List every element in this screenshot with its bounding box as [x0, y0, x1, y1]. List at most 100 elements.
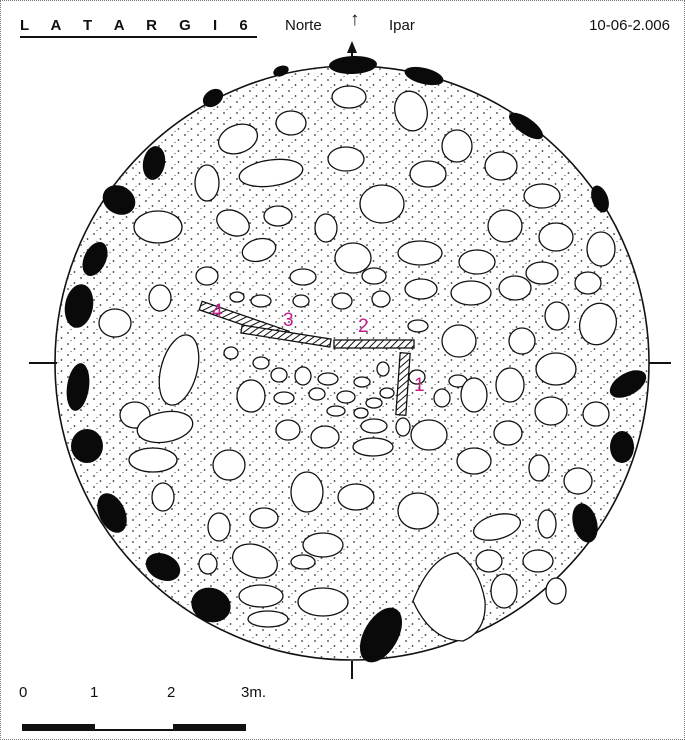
stone: [361, 267, 387, 285]
stone: [326, 405, 346, 417]
stone: [314, 213, 338, 243]
north-tick-arrow-icon: [347, 41, 357, 53]
ring-stone: [97, 493, 127, 533]
stone: [538, 222, 574, 252]
stone: [409, 160, 447, 188]
slab-3: [240, 324, 332, 348]
stone: [365, 397, 383, 409]
stone: [450, 280, 492, 306]
stone: [317, 372, 339, 386]
stone: [353, 407, 369, 419]
stone: [158, 334, 200, 406]
slab-2: [333, 339, 415, 349]
stone: [528, 454, 550, 482]
stone: [194, 164, 220, 202]
stone: [534, 396, 568, 426]
stone: [252, 356, 270, 370]
ring-stone: [102, 185, 136, 215]
stone: [394, 90, 428, 132]
stone: [198, 553, 218, 575]
stone: [331, 292, 353, 310]
stone: [441, 324, 477, 358]
ring-stone: [609, 370, 647, 398]
stone: [310, 425, 340, 449]
stone: [544, 301, 570, 331]
ring-stone: [273, 65, 289, 77]
stone: [376, 361, 390, 377]
stone: [249, 507, 279, 529]
stone: [290, 471, 324, 513]
cairn-stones: [98, 85, 618, 642]
stone: [207, 512, 231, 542]
stone: [525, 261, 559, 285]
stone: [238, 158, 304, 188]
stone-number-2: 2: [358, 316, 369, 337]
stone: [273, 391, 295, 405]
stone: [151, 482, 175, 512]
stone: [522, 549, 554, 573]
ring-stone: [359, 607, 403, 663]
stone: [498, 275, 532, 301]
stone: [578, 302, 618, 346]
ring-stone: [64, 284, 94, 328]
stone: [327, 146, 365, 172]
stone: [371, 290, 391, 308]
stone: [441, 129, 473, 163]
stone: [337, 483, 375, 511]
stone: [250, 294, 272, 308]
cist-slabs: [198, 300, 415, 416]
scale-label-0: 0: [19, 684, 28, 701]
scale-label-3m: 3m.: [241, 684, 267, 701]
stone: [136, 410, 194, 444]
ring-stone: [191, 587, 231, 623]
stone: [359, 184, 405, 224]
scale-segment-3: [173, 724, 246, 731]
stone: [263, 205, 293, 227]
stone: [289, 268, 317, 286]
north-arrow-icon: ↑: [350, 9, 360, 30]
stone: [412, 552, 486, 642]
stone: [292, 294, 310, 308]
stone: [472, 513, 522, 541]
stone: [582, 401, 610, 427]
north-label: Norte: [285, 17, 322, 34]
ipar-label: Ipar: [389, 17, 415, 34]
peristalith-ring: [64, 55, 647, 663]
stone: [334, 242, 372, 274]
stone: [308, 387, 326, 401]
stone: [456, 447, 492, 475]
scale-segment-2: [95, 724, 173, 731]
ring-stone: [404, 66, 444, 86]
stone: [395, 417, 411, 437]
stone: [98, 308, 132, 338]
ring-stone: [66, 363, 90, 411]
stone: [336, 390, 356, 404]
slab-1: [395, 352, 411, 416]
stone: [508, 327, 536, 355]
stone: [410, 419, 448, 451]
stone: [495, 367, 525, 403]
stone: [493, 420, 523, 446]
stone: [574, 271, 602, 295]
stone: [238, 584, 284, 608]
stone: [195, 266, 219, 286]
ring-stone: [142, 146, 166, 180]
stone: [294, 366, 312, 386]
stone: [353, 376, 371, 388]
stone: [275, 419, 301, 441]
stone: [537, 509, 557, 539]
date-label: 10-06-2.006: [589, 17, 670, 34]
scale-label-1: 1: [90, 684, 99, 701]
stone: [236, 379, 266, 413]
stone: [379, 387, 395, 399]
ring-stone: [329, 55, 377, 75]
stone: [290, 554, 316, 570]
ring-stone: [145, 552, 181, 582]
scale-segment-1: [22, 724, 95, 731]
stone: [232, 543, 278, 579]
stone-number-4: 4: [212, 301, 223, 322]
stone: [475, 549, 503, 573]
stone: [270, 367, 288, 383]
